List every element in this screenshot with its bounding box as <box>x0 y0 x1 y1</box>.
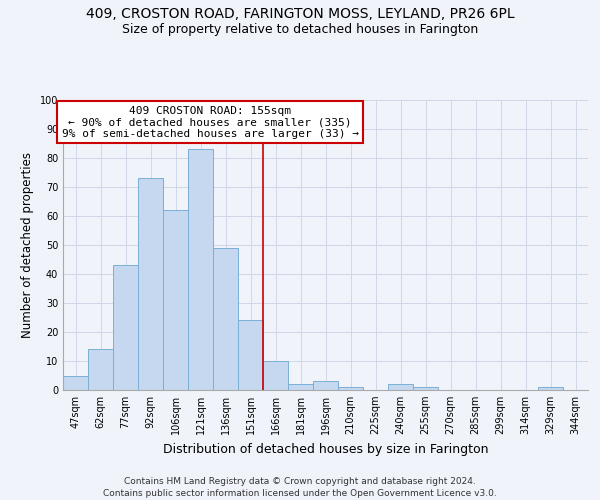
Bar <box>263 361 288 390</box>
Bar <box>413 387 438 390</box>
Text: Size of property relative to detached houses in Farington: Size of property relative to detached ho… <box>122 22 478 36</box>
Text: Contains public sector information licensed under the Open Government Licence v3: Contains public sector information licen… <box>103 488 497 498</box>
Bar <box>213 248 238 390</box>
Bar <box>388 384 413 390</box>
Text: 409, CROSTON ROAD, FARINGTON MOSS, LEYLAND, PR26 6PL: 409, CROSTON ROAD, FARINGTON MOSS, LEYLA… <box>86 8 514 22</box>
Bar <box>238 320 263 390</box>
Y-axis label: Number of detached properties: Number of detached properties <box>21 152 34 338</box>
Bar <box>338 387 363 390</box>
Bar <box>138 178 163 390</box>
Bar <box>188 150 213 390</box>
Bar <box>538 387 563 390</box>
Bar <box>88 350 113 390</box>
Bar <box>288 384 313 390</box>
Bar <box>313 382 338 390</box>
Text: 409 CROSTON ROAD: 155sqm
← 90% of detached houses are smaller (335)
9% of semi-d: 409 CROSTON ROAD: 155sqm ← 90% of detach… <box>62 106 359 139</box>
Bar <box>163 210 188 390</box>
Text: Contains HM Land Registry data © Crown copyright and database right 2024.: Contains HM Land Registry data © Crown c… <box>124 477 476 486</box>
Bar <box>63 376 88 390</box>
X-axis label: Distribution of detached houses by size in Farington: Distribution of detached houses by size … <box>163 442 488 456</box>
Bar <box>113 266 138 390</box>
